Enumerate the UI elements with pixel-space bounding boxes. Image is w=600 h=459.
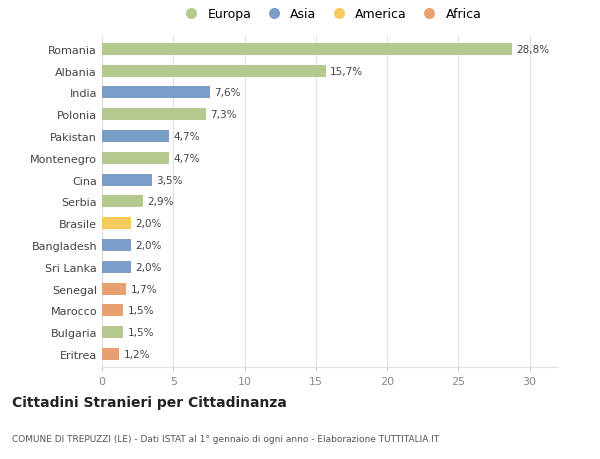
Bar (102, 218, 131, 230)
Bar (102, 152, 169, 164)
Text: 7,3%: 7,3% (211, 110, 237, 120)
Text: 2,0%: 2,0% (135, 262, 161, 272)
Bar (102, 131, 169, 143)
Bar (102, 326, 124, 338)
Text: 3,5%: 3,5% (156, 175, 182, 185)
Legend: Europa, Asia, America, Africa: Europa, Asia, America, Africa (173, 3, 487, 26)
Text: 7,6%: 7,6% (215, 88, 241, 98)
Bar (102, 66, 326, 78)
Text: 4,7%: 4,7% (173, 153, 200, 163)
Bar (102, 240, 131, 252)
Text: 28,8%: 28,8% (517, 45, 550, 55)
Text: 4,7%: 4,7% (173, 132, 200, 142)
Text: Cittadini Stranieri per Cittadinanza: Cittadini Stranieri per Cittadinanza (12, 395, 287, 409)
Text: 1,7%: 1,7% (131, 284, 157, 294)
Bar (102, 44, 512, 56)
Text: 2,0%: 2,0% (135, 218, 161, 229)
Bar (102, 174, 152, 186)
Bar (102, 109, 206, 121)
Text: 1,5%: 1,5% (128, 306, 154, 316)
Text: 2,9%: 2,9% (148, 197, 174, 207)
Text: 2,0%: 2,0% (135, 241, 161, 251)
Bar (102, 87, 211, 99)
Text: COMUNE DI TREPUZZI (LE) - Dati ISTAT al 1° gennaio di ogni anno - Elaborazione T: COMUNE DI TREPUZZI (LE) - Dati ISTAT al … (12, 434, 439, 442)
Bar (102, 305, 124, 317)
Bar (102, 283, 126, 295)
Text: 15,7%: 15,7% (330, 67, 363, 77)
Text: 1,5%: 1,5% (128, 327, 154, 337)
Text: 1,2%: 1,2% (124, 349, 150, 359)
Bar (102, 196, 143, 208)
Bar (102, 348, 119, 360)
Bar (102, 261, 131, 273)
